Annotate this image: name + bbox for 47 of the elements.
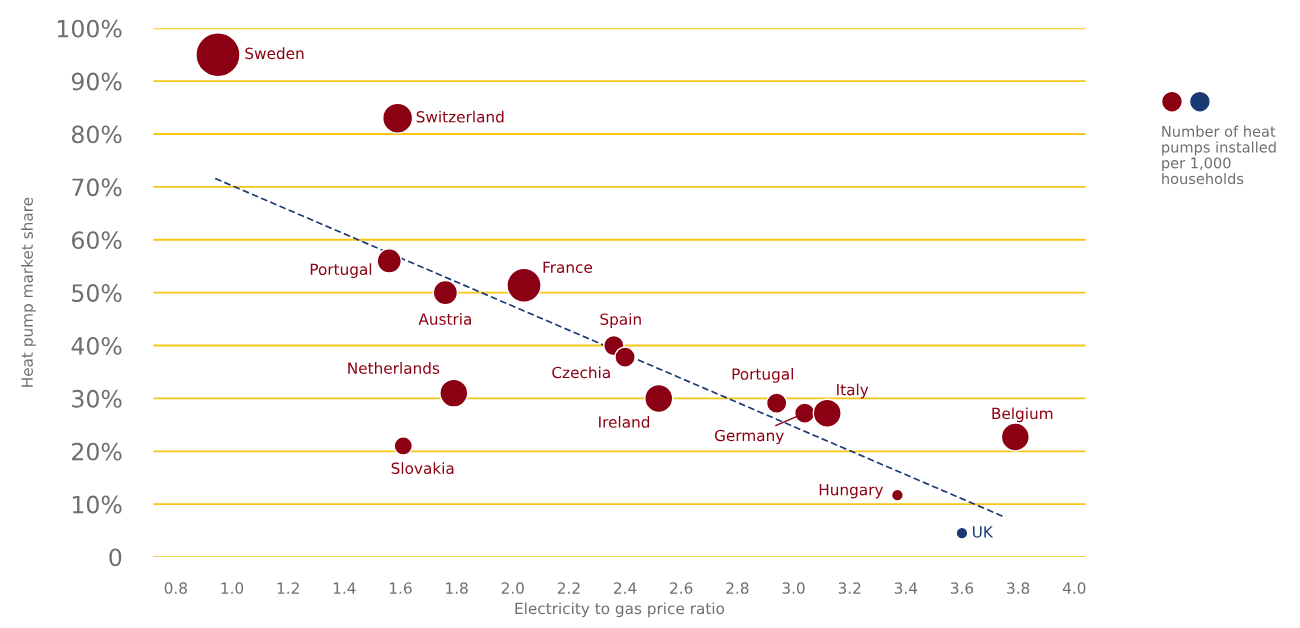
annotation: Switzerland [416,110,504,123]
y-tick-label: 20% [72,442,122,461]
annotation: Portugal [732,367,793,383]
annotation: Germany [714,429,784,445]
x-tick-label: 2.0 [501,582,524,594]
annotation: Slovakia [391,462,454,475]
annotation: France [543,261,593,274]
y-tick-label: 70% [72,178,122,197]
y-tick-label: 30% [72,389,122,408]
annotation: Czechia [552,366,610,379]
x-tick-label: 1.8 [446,582,468,594]
annotation: Belgium [992,407,1053,423]
x-tick-label: 1.6 [389,582,412,594]
x-tick-label: 2.8 [726,582,749,594]
x-tick-label: 1.0 [221,582,244,594]
x-tick-label: 3.8 [1007,582,1030,594]
annotation: Portugal [310,263,372,279]
text: Number of heat pumps installed per 1,000 households [1162,125,1276,185]
y-tick-label: 10% [72,495,122,514]
y-tick-label: 50% [72,284,122,302]
x-tick-label: 4.0 [1062,582,1086,594]
annotation: UK [973,526,994,538]
x-tick-label: 2.2 [557,582,580,594]
annotation: Netherlands [348,362,440,374]
x-tick-label: 1.4 [333,582,356,594]
y-tick-label: 90% [71,72,122,91]
x-tick-label: 1.2 [277,582,299,594]
x-tick-label: 0.8 [164,582,187,594]
x-tick-label: 3.4 [894,582,918,594]
x-tick-label: 2.6 [670,582,693,594]
y-tick-label: 100% [57,19,122,38]
annotation: Spain [600,313,641,328]
y-tick-label: 40% [71,336,122,355]
annotation: Austria [418,313,471,325]
annotation: Italy [837,383,869,399]
y-tick-label: 60% [72,231,122,250]
x-tick-label: 2.4 [614,582,637,594]
y-tick-label: 0 [109,548,122,567]
x-tick-label: 3.0 [782,582,805,594]
annotation: Ireland [599,416,650,428]
annotation: Sweden [245,47,304,60]
annotation: Hungary [819,484,884,499]
x-tick-label: 3.2 [838,582,861,594]
x-axis-title: Electricity to gas price ratio [515,602,725,618]
y-axis-title: Heat pump market share [21,197,36,387]
y-tick-label: 80% [71,125,122,144]
x-tick-label: 3.6 [950,582,974,594]
